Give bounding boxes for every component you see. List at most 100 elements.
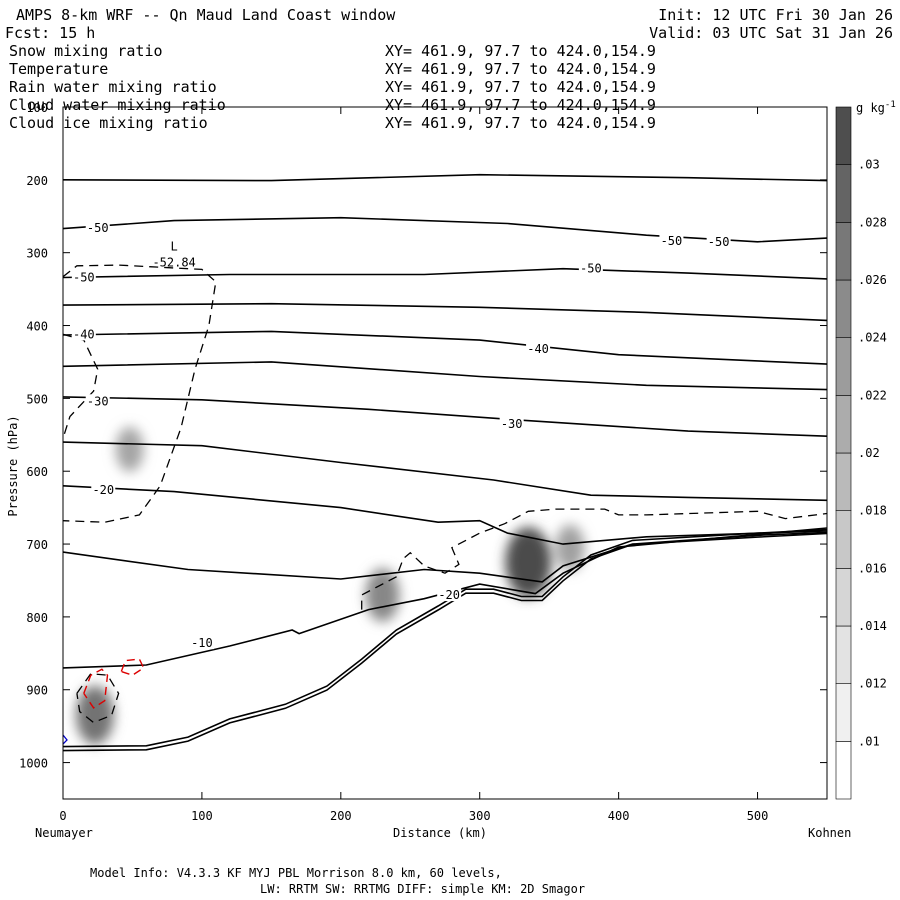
temperature-isotherm <box>63 216 827 243</box>
low-marker-value: -52.84 <box>152 256 195 270</box>
snow-shading-layer <box>75 426 585 745</box>
model-info-line-1: Model Info: V4.3.3 KF MYJ PBL Morrison 8… <box>90 866 502 880</box>
low-marker-symbol: L <box>171 240 178 254</box>
snow-shading-blob <box>115 426 144 472</box>
colorbar-bin <box>835 164 852 223</box>
contour-label-bg <box>71 327 96 341</box>
legend-entry-name: Rain water mixing ratio <box>9 78 217 96</box>
colorbar: .01 .012 .014 .016 .018 .02 .022 .024 .026 .028 .0… <box>835 106 887 800</box>
x-tick-label: 200 <box>330 809 352 823</box>
colorbar-bin <box>835 279 852 338</box>
colorbar-bin <box>835 222 852 281</box>
colorbar-label: .018 <box>858 504 887 518</box>
contour-label-bg <box>526 341 551 355</box>
contour-label-bg <box>437 588 462 602</box>
cloud-ice-contour <box>361 508 827 610</box>
x-tick-label: 400 <box>608 809 630 823</box>
valid-time: Valid: 03 UTC Sat 31 Jan 26 <box>649 24 893 42</box>
y-tick-label: 700 <box>26 538 48 552</box>
colorbar-label: .014 <box>858 619 887 633</box>
temperature-isotherm <box>63 302 827 322</box>
snow-shading-blob <box>555 524 585 571</box>
y-tick-label: 900 <box>26 684 48 698</box>
right-endpoint-label: Kohnen <box>808 826 851 840</box>
colorbar-bin <box>835 395 852 454</box>
colorbar-label: .024 <box>858 331 887 345</box>
legend-entry-name: Snow mixing ratio <box>9 42 163 60</box>
terrain-surface-lower <box>63 532 827 752</box>
init-time: Init: 12 UTC Fri 30 Jan 26 <box>658 6 893 24</box>
model-info-line-2: LW: RRTM SW: RRTMG DIFF: simple KM: 2D S… <box>260 882 585 896</box>
rain-water-contours <box>83 658 145 709</box>
contour-label-bg <box>578 261 603 275</box>
colorbar-bin <box>835 741 852 800</box>
colorbar-bin <box>835 337 852 396</box>
y-tick-label: 800 <box>26 611 48 625</box>
rain-water-contour <box>120 658 145 676</box>
temperature-isotherm <box>63 330 827 365</box>
colorbar-unit: g kg-1 <box>856 100 896 115</box>
colorbar-label: .02 <box>858 446 880 460</box>
rain-water-contour <box>83 668 109 709</box>
temperature-contour-label: -50 <box>87 221 109 235</box>
y-tick-label: 100 <box>26 101 48 115</box>
snow-shading-blob <box>505 527 552 598</box>
y-axis-label: Pressure (hPa) <box>6 415 20 516</box>
colorbar-label: .012 <box>858 677 887 691</box>
temperature-isotherm <box>63 485 827 545</box>
temperature-contour-label: -20 <box>438 588 460 602</box>
legend-entry-name: Temperature <box>9 60 108 78</box>
colorbar-label: .01 <box>858 734 880 748</box>
plot-frame <box>62 106 828 800</box>
colorbar-bin <box>835 106 852 165</box>
temperature-isotherm <box>63 267 827 280</box>
terrain-outline <box>63 528 827 752</box>
temperature-contours <box>63 173 827 669</box>
y-tick-label: 400 <box>26 320 48 334</box>
temperature-contour-label: -50 <box>580 262 602 276</box>
contour-label-bg <box>85 394 110 408</box>
temperature-contour-label: -50 <box>708 235 730 249</box>
cloud-ice-contour <box>63 264 217 523</box>
y-tick-label: 500 <box>26 392 48 406</box>
legend-entry-xy: XY= 461.9, 97.7 to 424.0,154.9 <box>385 114 656 132</box>
chart-title: AMPS 8-km WRF -- Qn Maud Land Coast wind… <box>16 6 396 24</box>
colorbar-bin <box>835 568 852 627</box>
y-tick-label: 200 <box>26 174 48 188</box>
contour-label-bg <box>189 636 214 650</box>
contour-label-bg <box>85 220 110 234</box>
temperature-contour-label: -20 <box>92 483 114 497</box>
temperature-contour-label: -30 <box>87 394 109 408</box>
colorbar-bin <box>835 625 852 684</box>
temperature-isotherm <box>63 441 827 502</box>
legend: Snow mixing ratio XY= 461.9, 97.7 to 424.… <box>9 42 656 132</box>
contour-label-bg <box>706 234 731 248</box>
colorbar-label: .026 <box>858 273 887 287</box>
temperature-contour-label: -30 <box>501 417 523 431</box>
contour-label-bg <box>499 416 524 430</box>
x-axis-label: Distance (km) <box>393 826 487 840</box>
legend-entry-xy: XY= 461.9, 97.7 to 424.0,154.9 <box>385 42 656 60</box>
y-tick-label: 1000 <box>19 757 48 771</box>
temperature-contour-label: -40 <box>527 342 549 356</box>
terrain-surface <box>63 528 827 748</box>
x-tick-label: 100 <box>191 809 213 823</box>
colorbar-label: .028 <box>858 215 887 229</box>
cloud-ice-contour <box>63 333 99 439</box>
legend-entry-name: Cloud ice mixing ratio <box>9 114 208 132</box>
colorbar-bin <box>835 510 852 569</box>
temperature-contour-label: -50 <box>661 234 683 248</box>
x-tick-label: 500 <box>747 809 769 823</box>
snow-shading-blob <box>75 685 114 745</box>
legend-entry-xy: XY= 461.9, 97.7 to 424.0,154.9 <box>385 78 656 96</box>
y-tick-label: 600 <box>26 465 48 479</box>
legend-entry-xy: XY= 461.9, 97.7 to 424.0,154.9 <box>385 60 656 78</box>
contour-label-bg <box>71 270 96 284</box>
x-tick-label: 300 <box>469 809 491 823</box>
colorbar-label: .03 <box>858 158 880 172</box>
forecast-hour: Fcst: 15 h <box>5 24 95 42</box>
temperature-isotherm <box>63 173 827 182</box>
temperature-isotherm <box>63 361 827 391</box>
left-endpoint-label: Neumayer <box>35 826 93 840</box>
colorbar-label: .016 <box>858 561 887 575</box>
